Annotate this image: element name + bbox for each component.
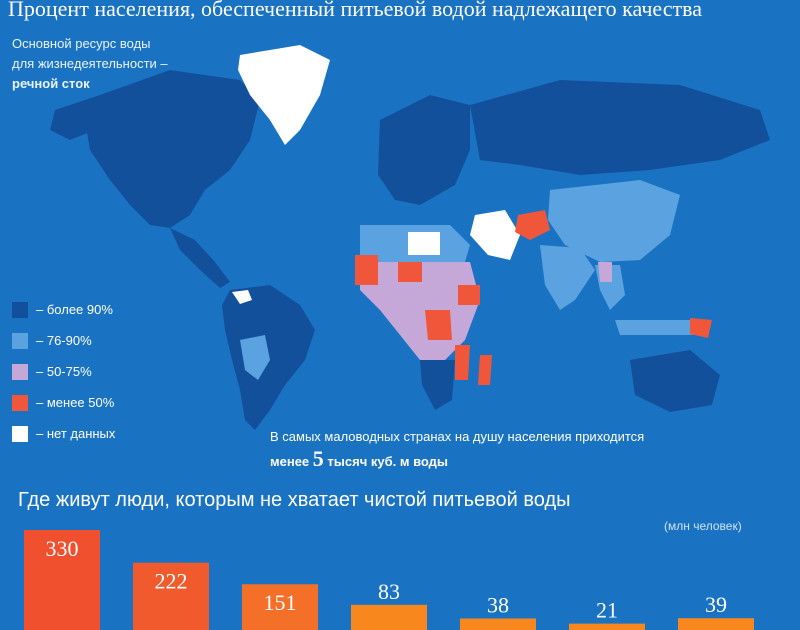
note-line-1: В самых маловодных странах на душу насел… (270, 429, 645, 444)
water-note: В самых маловодных странах на душу насел… (270, 426, 644, 473)
chart-title: Где живут люди, которым не хватает чисто… (18, 489, 571, 511)
europe-land (378, 95, 470, 205)
world-map (50, 45, 770, 430)
india-76-90 (540, 245, 595, 310)
russia-land (470, 80, 770, 175)
bar-value-label: 330 (46, 536, 79, 561)
map-subtitle: Основной ресурс воды для жизнедеятельнос… (12, 34, 168, 94)
bar-chart-panel: Где живут люди, которым не хватает чисто… (0, 475, 800, 630)
subtitle-line-1: Основной ресурс воды (12, 36, 151, 51)
bar (242, 584, 318, 630)
central-america-land (170, 228, 230, 288)
bar (460, 618, 536, 630)
afghanistan-under-50 (515, 210, 550, 240)
greenland-no-data (238, 45, 330, 145)
map-title: Процент населения, обеспеченный питьевой… (8, 0, 702, 21)
indonesia-76-90 (615, 320, 700, 335)
alaska-land (50, 95, 100, 140)
australia-land (630, 350, 720, 412)
bar-value-label: 21 (596, 598, 618, 623)
legend-swatch (12, 363, 28, 380)
southern-africa-land (420, 360, 455, 410)
middle-east-no-data (470, 210, 520, 260)
legend-item: – более 90% (12, 294, 115, 325)
legend-label: – менее 50% (36, 395, 115, 410)
bar (351, 604, 427, 630)
bar-value-label: 151 (264, 590, 297, 615)
legend-swatch (12, 301, 28, 318)
legend-item: – менее 50% (12, 387, 115, 418)
madagascar-under-50 (478, 355, 492, 385)
south-america-76-90 (240, 335, 270, 380)
legend-item: – нет данных (12, 418, 115, 449)
map-legend: – более 90% – 76-90% – 50-75% – менее 50… (12, 294, 115, 449)
note-number: 5 (312, 446, 324, 471)
bar-value-label: 83 (378, 579, 400, 604)
bar (133, 562, 209, 630)
bar-chart: 330 222 151 83 38 21 39 (24, 530, 754, 630)
legend-label: – 76-90% (36, 333, 92, 348)
legend-item: – 50-75% (12, 356, 115, 387)
note-prefix: менее (270, 454, 310, 469)
note-suffix: тысяч куб. м воды (327, 454, 449, 469)
map-panel: Процент населения, обеспеченный питьевой… (8, 0, 770, 473)
ethiopia-under-50 (458, 285, 480, 305)
legend-label: – 50-75% (36, 364, 92, 379)
legend-swatch (12, 332, 28, 349)
north-america-land (85, 70, 260, 228)
mozambique-under-50 (455, 345, 470, 380)
subtitle-line-2: для жизнедеятельности – (12, 56, 168, 71)
bar (569, 623, 645, 630)
bar-value-label: 38 (487, 592, 509, 617)
legend-label: – нет данных (36, 426, 116, 441)
subtitle-line-3: речной сток (12, 74, 168, 94)
venezuela-no-data (232, 290, 252, 304)
subtitle-emphasis: речной сток (12, 76, 90, 91)
laos-50-75 (598, 262, 612, 282)
note-line-2: менее 5 тысяч куб. м воды (270, 448, 644, 473)
papua-new-guinea-under-50 (690, 318, 712, 338)
legend-label: – более 90% (36, 302, 113, 317)
china-76-90 (548, 180, 680, 262)
bar-value-label: 222 (155, 569, 188, 594)
niger-under-50 (398, 262, 422, 282)
mauritania-under-50 (355, 255, 378, 285)
chart-unit: (млн человек) (664, 519, 742, 533)
bar (678, 618, 754, 630)
bar (24, 530, 100, 630)
legend-item: – 76-90% (12, 325, 115, 356)
legend-swatch (12, 425, 28, 442)
libya-no-data (408, 232, 440, 255)
legend-swatch (12, 394, 28, 411)
congo-under-50 (425, 310, 452, 340)
bar-value-label: 39 (705, 592, 727, 617)
